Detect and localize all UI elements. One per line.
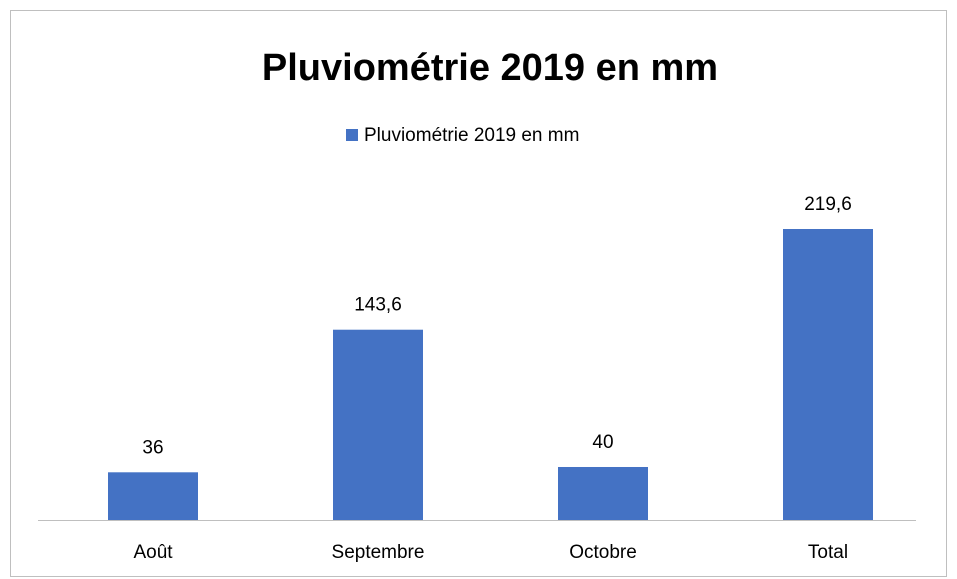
x-tick-label: Septembre: [332, 542, 425, 563]
bar: [333, 329, 423, 520]
bar: [783, 229, 873, 520]
legend-label: Pluviométrie 2019 en mm: [364, 125, 579, 146]
legend-swatch: [346, 129, 358, 141]
bar: [558, 466, 648, 520]
chart-title: Pluviométrie 2019 en mm: [262, 47, 718, 89]
data-label: 143,6: [354, 295, 402, 316]
data-label: 36: [142, 437, 163, 458]
data-label: 219,6: [804, 194, 852, 215]
x-tick-label: Août: [133, 542, 173, 563]
bar: [108, 472, 198, 520]
x-tick-label: Octobre: [569, 542, 637, 563]
data-label: 40: [592, 432, 613, 453]
x-tick-label: Total: [808, 542, 848, 563]
